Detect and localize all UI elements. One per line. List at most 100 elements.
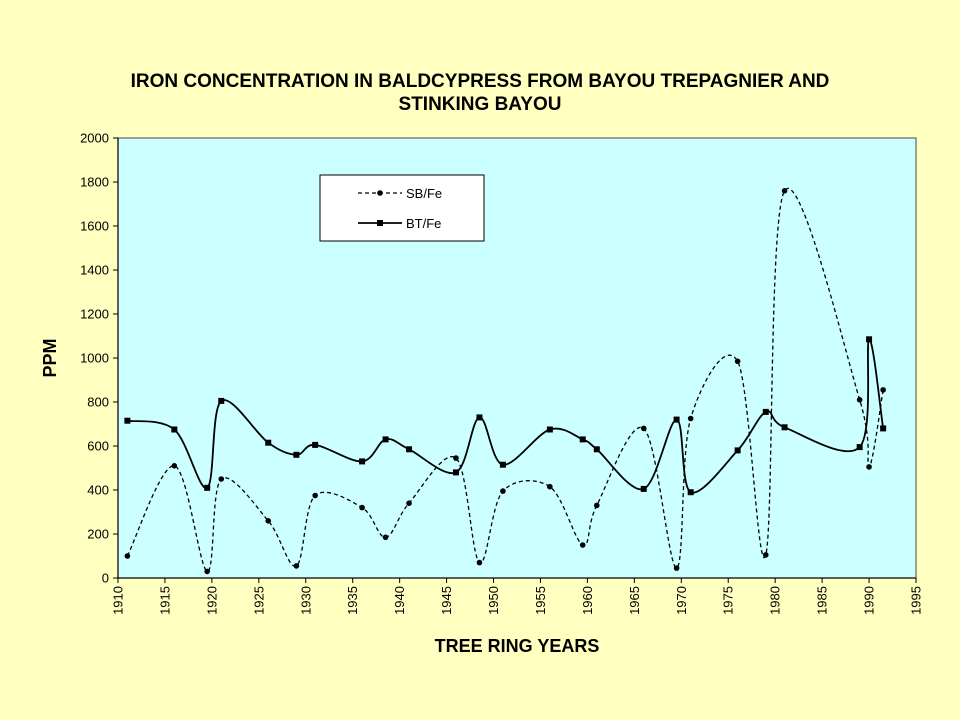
y-axis-title: PPM [40,338,60,377]
y-tick-label: 1200 [80,307,109,322]
data-point-sb-fe [640,425,647,432]
data-point-bt-fe [673,416,680,423]
x-tick-label: 1925 [251,586,266,615]
chart-title-line-1: IRON CONCENTRATION IN BALDCYPRESS FROM B… [130,71,830,92]
data-point-sb-fe [293,563,300,569]
data-point-sb-fe [312,492,318,499]
plot-area [117,137,917,579]
x-tick-label: 1945 [439,586,454,615]
data-point-sb-fe [476,559,483,566]
data-point-sb-fe [866,464,872,470]
data-point-bt-fe [856,444,863,451]
y-tick-label: 2000 [80,131,109,146]
y-tick-label: 800 [87,395,109,410]
legend-label-bt-fe: BT/Fe [406,216,441,231]
x-tick-label: 1980 [768,586,783,615]
data-point-sb-fe [687,415,694,422]
x-tick-label: 1970 [674,586,689,615]
data-point-sb-fe [856,397,863,403]
x-tick-label: 1995 [909,586,924,615]
data-point-bt-fe [579,436,586,443]
data-point-bt-fe [546,426,553,433]
series-bt-fe [124,336,887,496]
data-point-sb-fe [453,455,459,461]
data-point-bt-fe [687,489,694,496]
x-tick-label: 1940 [392,586,407,615]
x-axis: 1910 1915 1920 1925 1930 1935 1940 1945 1950 1955… [111,577,924,615]
x-tick-label: 1985 [815,586,830,615]
series-sb-fe [124,187,886,575]
y-tick-label: 0 [102,571,109,586]
data-point-sb-fe [579,542,586,548]
data-point-bt-fe [781,424,788,431]
data-point-bt-fe [171,426,178,433]
x-tick-label: 1935 [345,586,360,615]
x-tick-label: 1965 [627,586,642,615]
data-point-sb-fe [547,483,553,490]
data-point-sb-fe [500,488,506,494]
data-point-bt-fe [640,485,647,492]
data-point-bt-fe [265,439,272,446]
data-point-bt-fe [293,451,300,458]
data-point-sb-fe [781,188,788,194]
series-line-sb-fe [126,187,884,573]
data-point-bt-fe [880,425,887,432]
y-tick-label: 1400 [80,263,109,278]
legend-box [319,174,485,242]
x-tick-label: 1930 [298,586,313,615]
data-point-bt-fe [312,441,319,448]
x-tick-label: 1915 [157,586,172,615]
data-point-bt-fe [734,447,741,454]
x-axis-title: TREE RING YEARS [435,636,600,656]
data-point-bt-fe [866,336,873,343]
data-point-sb-fe [124,553,131,559]
chart-title-line-2: STINKING BAYOU [398,94,562,115]
y-tick-label: 1000 [80,351,109,366]
x-tick-label: 1920 [204,586,219,615]
data-point-sb-fe [171,463,178,469]
x-tick-label: 1960 [580,586,595,615]
data-point-sb-fe [673,565,680,571]
data-point-sb-fe [359,504,365,511]
y-tick-label: 600 [87,439,109,454]
data-point-bt-fe [382,436,389,443]
legend-item-sb-fe: SB/Fe [358,186,442,201]
data-point-sb-fe [204,568,210,575]
x-tick-label: 1955 [533,586,548,615]
x-tick-label: 1950 [486,586,501,615]
data-point-bt-fe [204,484,211,491]
legend-label-sb-fe: SB/Fe [406,186,442,201]
data-point-sb-fe [406,500,412,507]
y-tick-label: 400 [87,483,109,498]
data-point-sb-fe [265,518,272,524]
legend-marker-sb-fe [377,190,383,196]
data-point-bt-fe [452,469,459,476]
y-tick-label: 1600 [80,219,109,234]
data-point-bt-fe [359,458,366,465]
x-tick-label: 1910 [111,586,126,615]
data-point-bt-fe [593,446,600,453]
data-point-sb-fe [762,552,769,558]
data-point-sb-fe [382,534,389,541]
data-point-bt-fe [476,414,483,421]
data-point-bt-fe [406,446,413,453]
data-point-bt-fe [124,417,131,424]
data-point-sb-fe [880,387,886,393]
chart-title: IRON CONCENTRATION IN BALDCYPRESS FROM B… [0,70,960,116]
data-point-bt-fe [218,397,225,404]
legend-item-bt-fe: BT/Fe [358,216,441,231]
y-axis: 0 200 400 600 800 1000 1200 1400 1600 1800 2000 [80,131,119,586]
data-point-sb-fe [218,476,225,482]
data-point-sb-fe [594,502,600,509]
y-tick-label: 1800 [80,175,109,190]
y-tick-label: 200 [87,527,109,542]
data-point-bt-fe [499,461,506,468]
data-point-bt-fe [762,408,769,415]
x-tick-label: 1975 [721,586,736,615]
data-point-sb-fe [734,358,741,365]
x-tick-label: 1990 [862,586,877,615]
legend-marker-bt-fe [377,220,383,226]
legend: SB/Fe BT/Fe [319,174,485,242]
series-layer [124,187,887,575]
